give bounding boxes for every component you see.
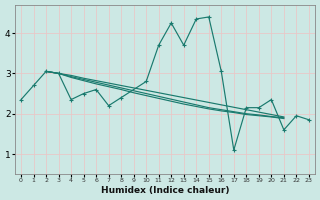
X-axis label: Humidex (Indice chaleur): Humidex (Indice chaleur) — [101, 186, 229, 195]
